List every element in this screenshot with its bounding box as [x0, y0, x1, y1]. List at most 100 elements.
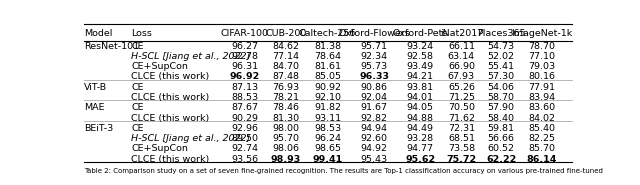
- Text: 73.58: 73.58: [448, 144, 475, 153]
- Text: ViT-B: ViT-B: [84, 83, 107, 92]
- Text: 55.41: 55.41: [488, 62, 515, 71]
- Text: Table 2: Comparison study on a set of seven fine-grained recognition. The result: Table 2: Comparison study on a set of se…: [84, 168, 603, 174]
- Text: 92.04: 92.04: [360, 93, 388, 102]
- Text: 81.30: 81.30: [272, 114, 300, 122]
- Text: 93.11: 93.11: [314, 114, 341, 122]
- Text: 84.02: 84.02: [528, 114, 556, 122]
- Text: 70.50: 70.50: [448, 103, 475, 112]
- Text: 85.05: 85.05: [314, 73, 341, 81]
- Text: 60.52: 60.52: [488, 144, 515, 153]
- Text: 72.31: 72.31: [448, 124, 475, 133]
- Text: CIFAR-100: CIFAR-100: [221, 29, 269, 38]
- Text: 79.03: 79.03: [528, 62, 556, 71]
- Text: 92.82: 92.82: [360, 114, 388, 122]
- Text: 92.10: 92.10: [314, 93, 341, 102]
- Text: 96.31: 96.31: [231, 62, 258, 71]
- Text: 81.38: 81.38: [314, 42, 341, 51]
- Text: 83.94: 83.94: [528, 93, 556, 102]
- Text: 76.93: 76.93: [272, 83, 300, 92]
- Text: 94.77: 94.77: [407, 144, 434, 153]
- Text: CLCE (this work): CLCE (this work): [131, 93, 209, 102]
- Text: 83.60: 83.60: [528, 103, 556, 112]
- Text: 85.70: 85.70: [528, 144, 556, 153]
- Text: 81.61: 81.61: [314, 62, 341, 71]
- Text: 68.51: 68.51: [448, 134, 475, 143]
- Text: iNat2017: iNat2017: [440, 29, 483, 38]
- Text: 96.27: 96.27: [231, 42, 258, 51]
- Text: CLCE (this work): CLCE (this work): [131, 114, 209, 122]
- Text: 56.66: 56.66: [488, 134, 515, 143]
- Text: 87.48: 87.48: [273, 73, 300, 81]
- Text: 54.73: 54.73: [488, 42, 515, 51]
- Text: Caltech-256: Caltech-256: [299, 29, 356, 38]
- Text: 90.86: 90.86: [360, 83, 388, 92]
- Text: 77.91: 77.91: [528, 83, 556, 92]
- Text: 62.22: 62.22: [486, 154, 516, 164]
- Text: 95.70: 95.70: [273, 134, 300, 143]
- Text: 90.29: 90.29: [231, 114, 258, 122]
- Text: MAE: MAE: [84, 103, 104, 112]
- Text: 92.58: 92.58: [407, 52, 434, 61]
- Text: 96.24: 96.24: [314, 134, 341, 143]
- Text: 93.24: 93.24: [406, 42, 434, 51]
- Text: CE+SupCon: CE+SupCon: [131, 144, 188, 153]
- Text: ImageNet-1k: ImageNet-1k: [511, 29, 572, 38]
- Text: 63.14: 63.14: [448, 52, 475, 61]
- Text: 96.33: 96.33: [359, 73, 389, 81]
- Text: 58.40: 58.40: [488, 114, 515, 122]
- Text: 93.49: 93.49: [406, 62, 434, 71]
- Text: 94.01: 94.01: [407, 93, 434, 102]
- Text: Model: Model: [84, 29, 113, 38]
- Text: CLCE (this work): CLCE (this work): [131, 73, 209, 81]
- Text: 57.90: 57.90: [488, 103, 515, 112]
- Text: 90.92: 90.92: [314, 83, 341, 92]
- Text: 66.90: 66.90: [448, 62, 475, 71]
- Text: Loss: Loss: [131, 29, 152, 38]
- Text: ResNet-101: ResNet-101: [84, 42, 139, 51]
- Text: BEiT-3: BEiT-3: [84, 124, 113, 133]
- Text: 88.53: 88.53: [231, 93, 258, 102]
- Text: 65.26: 65.26: [448, 83, 475, 92]
- Text: 94.94: 94.94: [360, 124, 388, 133]
- Text: 78.46: 78.46: [273, 103, 300, 112]
- Text: 92.96: 92.96: [231, 124, 258, 133]
- Text: H-SCL [Jiang et al., 2022]: H-SCL [Jiang et al., 2022]: [131, 52, 250, 61]
- Text: 92.60: 92.60: [360, 134, 388, 143]
- Text: 99.41: 99.41: [312, 154, 342, 164]
- Text: 95.73: 95.73: [360, 62, 388, 71]
- Text: 95.62: 95.62: [405, 154, 435, 164]
- Text: 98.00: 98.00: [273, 124, 300, 133]
- Text: CUB-200: CUB-200: [265, 29, 307, 38]
- Text: 82.25: 82.25: [528, 134, 556, 143]
- Text: 95.71: 95.71: [360, 42, 388, 51]
- Text: CE: CE: [131, 124, 143, 133]
- Text: 98.93: 98.93: [271, 154, 301, 164]
- Text: 71.62: 71.62: [448, 114, 475, 122]
- Text: 52.02: 52.02: [488, 52, 515, 61]
- Text: 93.56: 93.56: [231, 154, 258, 164]
- Text: 94.05: 94.05: [407, 103, 434, 112]
- Text: 67.93: 67.93: [448, 73, 475, 81]
- Text: 58.70: 58.70: [488, 93, 515, 102]
- Text: Oxford-Pets: Oxford-Pets: [392, 29, 448, 38]
- Text: 93.81: 93.81: [406, 83, 434, 92]
- Text: 96.92: 96.92: [230, 73, 260, 81]
- Text: 71.25: 71.25: [448, 93, 475, 102]
- Text: CE: CE: [131, 42, 143, 51]
- Text: CE: CE: [131, 103, 143, 112]
- Text: Oxford-Flowers: Oxford-Flowers: [339, 29, 410, 38]
- Text: 57.30: 57.30: [488, 73, 515, 81]
- Text: 78.21: 78.21: [273, 93, 300, 102]
- Text: 94.92: 94.92: [360, 144, 388, 153]
- Text: 77.14: 77.14: [273, 52, 300, 61]
- Text: CLCE (this work): CLCE (this work): [131, 154, 209, 164]
- Text: 92.74: 92.74: [231, 144, 258, 153]
- Text: 66.11: 66.11: [448, 42, 475, 51]
- Text: 86.14: 86.14: [527, 154, 557, 164]
- Text: H-SCL [Jiang et al., 2022]: H-SCL [Jiang et al., 2022]: [131, 134, 250, 143]
- Text: 59.81: 59.81: [488, 124, 515, 133]
- Text: 54.06: 54.06: [488, 83, 515, 92]
- Text: 95.43: 95.43: [360, 154, 388, 164]
- Text: 91.82: 91.82: [314, 103, 341, 112]
- Text: 75.72: 75.72: [446, 154, 477, 164]
